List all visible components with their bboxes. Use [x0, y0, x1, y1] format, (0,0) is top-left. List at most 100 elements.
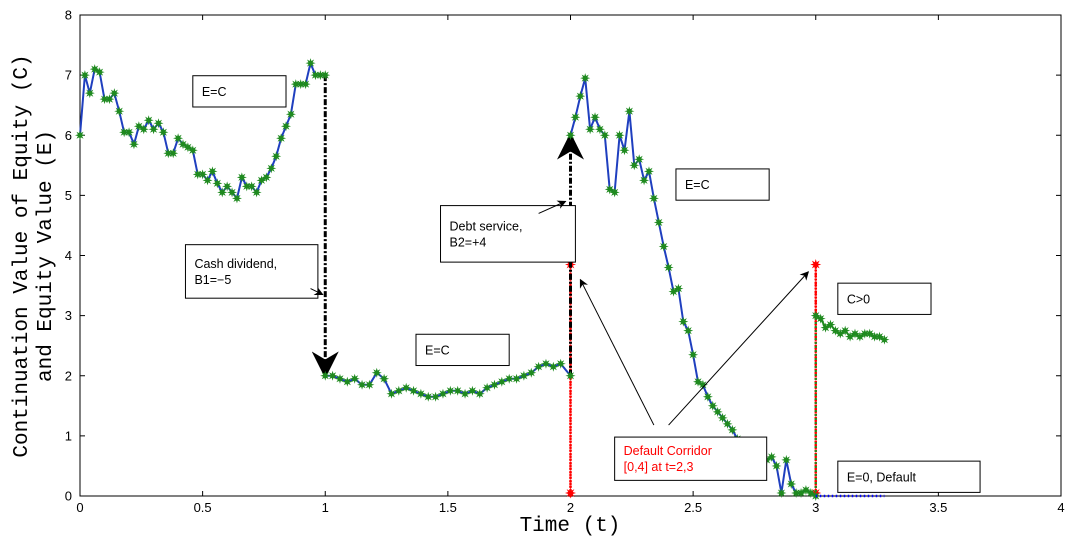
equity-segment-1-point	[285, 109, 296, 120]
continuation-point	[840, 325, 851, 336]
data-layer	[75, 58, 890, 501]
corridor-t3-dot	[814, 278, 818, 281]
equity-segment-1-point	[153, 118, 164, 129]
corridor-t3-dot	[814, 383, 818, 387]
x-tick-label: 2.5	[684, 500, 702, 515]
corridor-t2-dot	[569, 380, 572, 384]
y-tick-label: 1	[65, 428, 72, 443]
equity-segment-1-point	[212, 178, 223, 189]
continuation-point	[825, 319, 836, 330]
equity-segment-1-point	[281, 121, 292, 132]
label-c-greater-0-text: C>0	[847, 292, 870, 306]
equity-segment-3-point	[590, 112, 601, 123]
equity-segment-2-point	[430, 391, 441, 402]
corridor-t3-dot	[814, 371, 818, 375]
equity-segment-2-point	[334, 373, 345, 384]
equity-segment-2-point	[401, 382, 412, 393]
x-tick-label: 2	[567, 500, 574, 515]
equity-segment-2-point	[349, 373, 360, 384]
equity-segment-3-point	[609, 187, 620, 198]
corridor-t2-dot	[569, 467, 572, 471]
corridor-t3-dot	[814, 431, 818, 435]
label-e-equals-c-2-text: E=C	[425, 343, 450, 357]
equity-segment-2-point	[357, 379, 368, 390]
equity-segment-2-point	[379, 373, 390, 384]
corridor-t3-dot	[814, 455, 818, 459]
label-default-corridor-text: [0,4] at t=2,3	[624, 460, 694, 474]
label-cash-dividend-arrow	[310, 286, 324, 296]
corridor-t2-dot	[569, 398, 572, 402]
equity-segment-3-point	[673, 283, 684, 294]
corridor-t2-dot	[569, 422, 572, 426]
corridor-t3-dot	[814, 467, 818, 471]
corridor-t2-dot	[569, 458, 572, 462]
equity-segment-2-point	[327, 370, 338, 381]
x-tick-label: 1	[322, 500, 329, 515]
corridor-t3-dot	[814, 284, 818, 287]
continuation-point	[815, 313, 826, 324]
label-e-equals-c-2-box	[415, 333, 510, 367]
label-e-equals-c-1-box	[192, 75, 287, 108]
corridor-t2-dot	[569, 383, 572, 387]
corridor-t2-dot	[569, 389, 572, 393]
equity-segment-2-point	[386, 388, 397, 399]
corridor-t2-dot	[569, 461, 572, 465]
corridor-t3-dot	[814, 395, 818, 399]
x-axis-title: Time (t)	[520, 515, 621, 538]
equity-segment-1-point	[143, 115, 154, 126]
equity-segment-1-point	[94, 67, 105, 78]
corridor-t2-dot	[569, 434, 572, 438]
equity-segment-3-point	[619, 145, 630, 156]
corridor-t2-dot	[569, 473, 572, 477]
equity-segment-1-point	[246, 181, 257, 192]
label-cash-dividend-text: B1=−5	[194, 273, 231, 287]
corridor-t2-dot	[569, 452, 572, 456]
x-tick-label: 3	[812, 500, 819, 515]
corridor-t3-dot	[814, 419, 818, 423]
label-debt-service-arrow	[538, 200, 567, 214]
corridor-t3-dot	[814, 335, 818, 338]
equity-segment-1-point	[173, 133, 184, 144]
x-tick-label: 3.5	[929, 500, 947, 515]
corridor-t3-dot	[814, 302, 818, 305]
corridor-t2-dot	[569, 386, 572, 390]
equity-segment-3-point	[766, 451, 777, 462]
corridor-t3-dot	[814, 296, 818, 299]
equity-segment-1-point	[114, 106, 125, 117]
equity-segment-2-point	[452, 385, 463, 396]
equity-segment-3-point	[722, 418, 733, 429]
x-tick-label: 4	[1057, 500, 1064, 515]
equity-segment-1-point	[217, 187, 228, 198]
equity-segment-3-point	[599, 130, 610, 141]
y-tick-label: 5	[65, 188, 72, 203]
corridor-t3-dot	[814, 290, 818, 293]
equity-segment-2-point	[415, 388, 426, 399]
equity-segment-1-point	[197, 169, 208, 180]
label-default-corridor-box	[614, 436, 768, 481]
label-debt-service-box	[440, 205, 576, 263]
equity-segment-3-point	[629, 160, 640, 171]
corridor-t2-dot	[569, 455, 572, 459]
y-tick-label: 3	[65, 308, 72, 323]
equity-segment-3-point	[658, 241, 669, 252]
equity-segment-3-point	[712, 406, 723, 417]
y-tick-label: 8	[65, 8, 72, 23]
corridor-t2-dot	[569, 446, 572, 450]
label-debt-service-text: B2=+4	[450, 235, 487, 249]
equity-segment-1-point	[168, 148, 179, 159]
x-tick-label: 0	[76, 500, 83, 515]
corridor-t2-dot	[569, 428, 572, 432]
corridor-t2-dot	[569, 443, 572, 447]
equity-segment-3-point	[727, 424, 738, 435]
equity-segment-2-point	[342, 376, 353, 387]
equity-segment-1-point	[320, 70, 331, 81]
label-default-corridor-arrow	[668, 271, 809, 426]
equity-segment-3-point	[653, 217, 664, 228]
equity-segment-1-point	[158, 127, 169, 138]
corridor-t3-dot	[814, 359, 818, 363]
equity-segment-2-point	[445, 385, 456, 396]
equity-segment-3-point	[580, 73, 591, 84]
corridor-t3-dot	[814, 443, 818, 447]
y-axis-title-line2: and Equity Value (E)	[35, 130, 58, 382]
corridor-t2-dot	[569, 470, 572, 474]
